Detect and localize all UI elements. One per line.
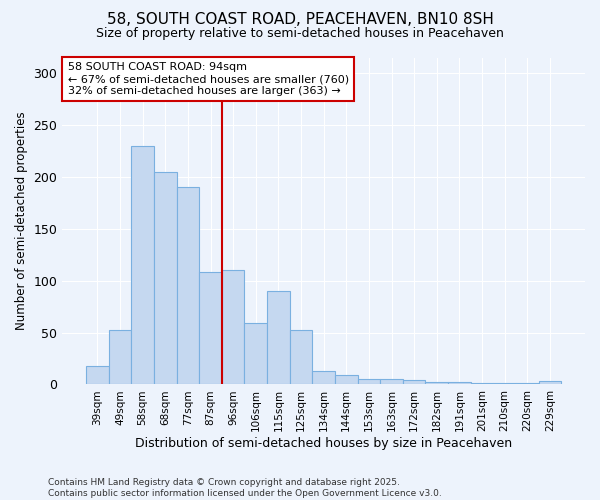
Bar [267,291,290,384]
Bar [448,382,471,384]
Bar [290,330,313,384]
Bar [199,272,222,384]
Bar [154,172,176,384]
Bar [313,371,335,384]
Bar [222,270,244,384]
Bar [425,382,448,384]
Bar [86,366,109,384]
Text: 58 SOUTH COAST ROAD: 94sqm
← 67% of semi-detached houses are smaller (760)
32% o: 58 SOUTH COAST ROAD: 94sqm ← 67% of semi… [68,62,349,96]
Text: 58, SOUTH COAST ROAD, PEACEHAVEN, BN10 8SH: 58, SOUTH COAST ROAD, PEACEHAVEN, BN10 8… [107,12,493,28]
Bar [358,380,380,384]
Text: Contains HM Land Registry data © Crown copyright and database right 2025.
Contai: Contains HM Land Registry data © Crown c… [48,478,442,498]
Y-axis label: Number of semi-detached properties: Number of semi-detached properties [15,112,28,330]
X-axis label: Distribution of semi-detached houses by size in Peacehaven: Distribution of semi-detached houses by … [135,437,512,450]
Bar [335,375,358,384]
Bar [539,382,561,384]
Bar [380,380,403,384]
Bar [244,323,267,384]
Text: Size of property relative to semi-detached houses in Peacehaven: Size of property relative to semi-detach… [96,28,504,40]
Bar [403,380,425,384]
Bar [109,330,131,384]
Bar [176,187,199,384]
Bar [131,146,154,384]
